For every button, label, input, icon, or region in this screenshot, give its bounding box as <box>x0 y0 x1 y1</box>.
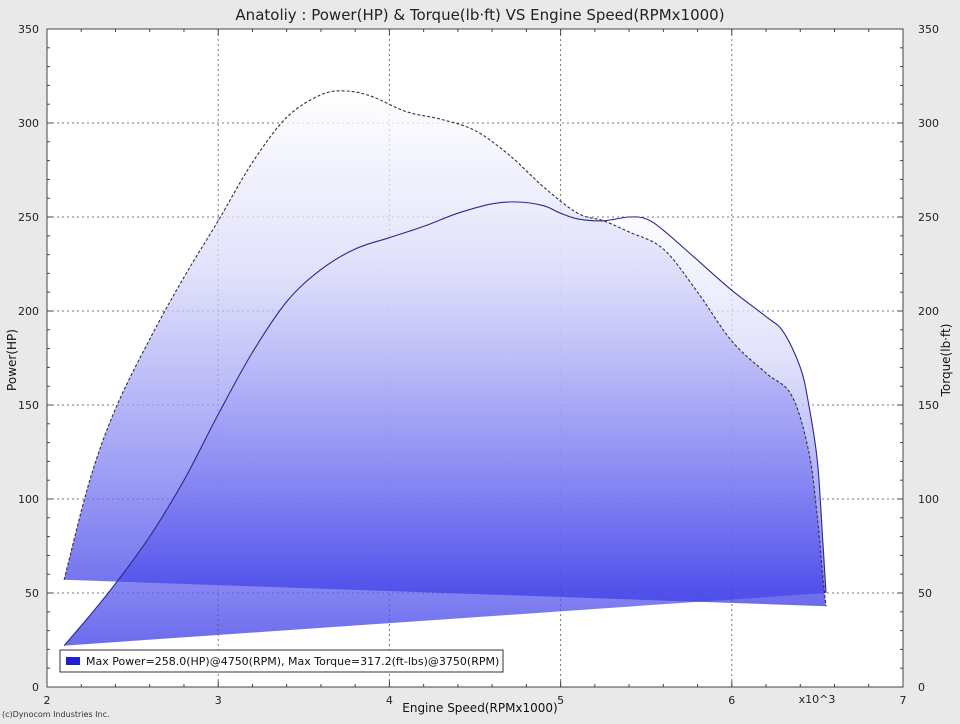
y2-tick-label: 50 <box>918 587 932 600</box>
y2-tick-label: 100 <box>918 493 939 506</box>
y-tick-label: 100 <box>18 493 39 506</box>
x-tick-label: 6 <box>728 694 735 707</box>
gridlines <box>46 28 904 688</box>
x-tick-label: 4 <box>386 694 393 707</box>
y-tick-label: 50 <box>25 587 39 600</box>
x-tick-label: 3 <box>215 694 222 707</box>
y-tick-label: 250 <box>18 211 39 224</box>
legend-box <box>59 649 504 673</box>
legend-swatch <box>66 657 80 665</box>
x-multiplier-label: x10^3 <box>799 693 836 706</box>
y2-tick-label: 250 <box>918 211 939 224</box>
torque-curve <box>63 90 827 607</box>
y-tick-label: 300 <box>18 117 39 130</box>
y-tick-label: 350 <box>18 23 39 36</box>
y2-tick-label: 300 <box>918 117 939 130</box>
y2-tick-label: 0 <box>918 681 925 694</box>
series-lines <box>63 90 827 646</box>
y-tick-label: 150 <box>18 399 39 412</box>
y-tick-label: 200 <box>18 305 39 318</box>
tick-labels: 2 3 4 5 6 70501001502002503003500501001502002… <box>18 23 939 707</box>
y2-tick-label: 150 <box>918 399 939 412</box>
torque-area-fill <box>64 90 827 607</box>
power-curve <box>63 201 827 646</box>
legend: Max Power=258.0(HP)@4750(RPM), Max Torqu… <box>59 649 504 673</box>
x-tick-label: 2 <box>44 694 51 707</box>
chart-title: Anatoliy : Power(HP) & Torque(lb·ft) VS … <box>235 6 724 24</box>
x-tick-label: 7 <box>900 694 907 707</box>
y-axis-label-right: Torque(lb·ft) <box>939 324 953 398</box>
y-axis-label-left: Power(HP) <box>5 329 19 391</box>
area-fills <box>64 90 827 646</box>
x-axis-label: Engine Speed(RPMx1000) <box>402 701 558 715</box>
copyright-footer: (c)Dynocom Industries Inc. <box>2 710 110 719</box>
legend-entry: Max Power=258.0(HP)@4750(RPM), Max Torqu… <box>86 655 499 668</box>
y2-tick-label: 350 <box>918 23 939 36</box>
y2-tick-label: 200 <box>918 305 939 318</box>
y-tick-label: 0 <box>32 681 39 694</box>
x-tick-label: 5 <box>557 694 564 707</box>
